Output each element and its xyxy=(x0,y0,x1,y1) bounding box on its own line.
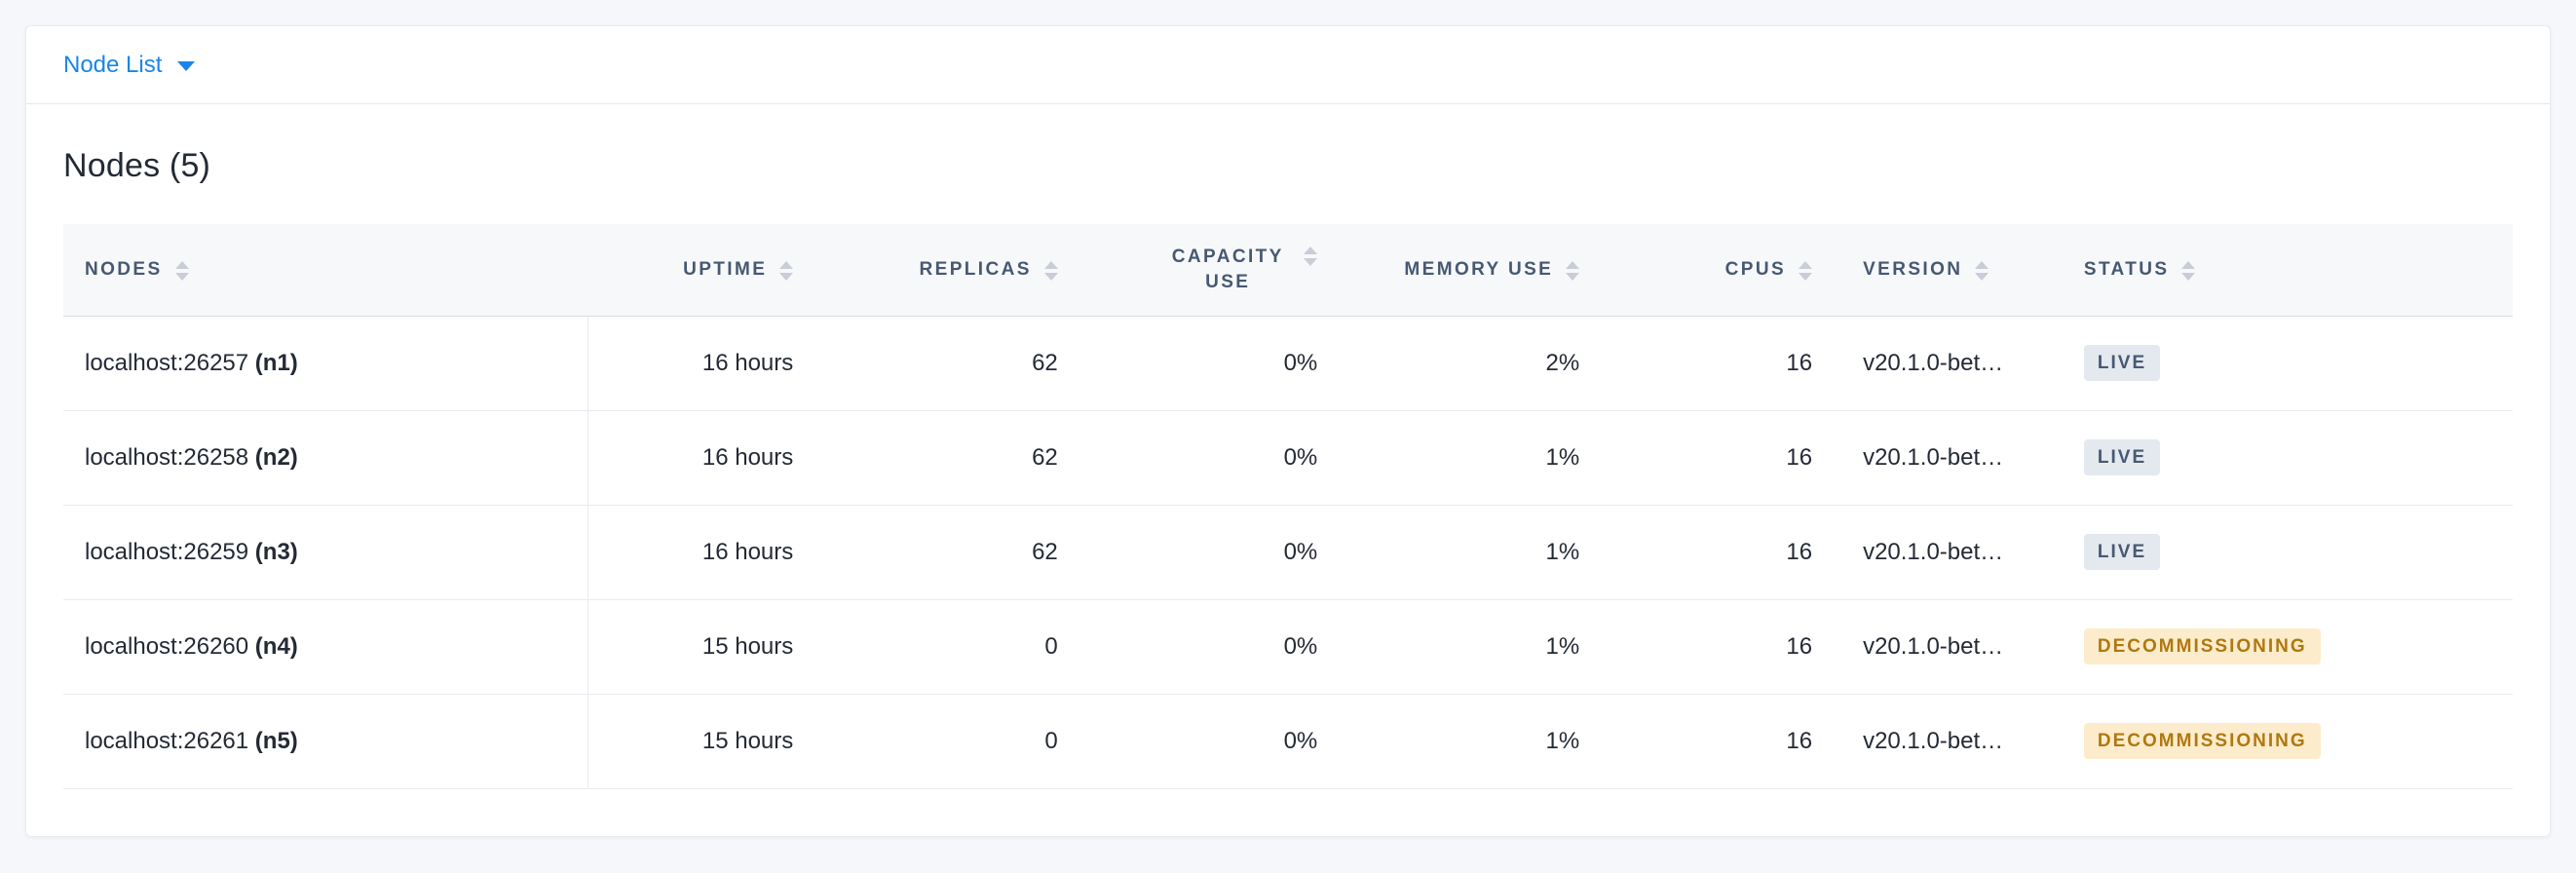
column-label-version: VERSION xyxy=(1863,258,1963,280)
node-address: localhost:26258 xyxy=(85,443,255,471)
version-cell: v20.1.0-bet… xyxy=(1832,694,2065,789)
column-header-memory-use[interactable]: MEMORY USE xyxy=(1337,224,1600,317)
capacity-use-cell: 0% xyxy=(1077,316,1338,411)
column-header-replicas[interactable]: REPLICAS xyxy=(813,224,1078,317)
node-address: localhost:26259 xyxy=(85,538,255,565)
replicas-cell: 62 xyxy=(813,316,1078,411)
node-row: localhost:26261 (n5) 15 hours 0 0% 1% 16 v20.1… xyxy=(63,694,2513,789)
uptime-cell: 15 hours xyxy=(587,599,814,695)
column-label-uptime: UPTIME xyxy=(683,258,768,280)
page: Node List Nodes (5) NODES UPTIME REPLICAS C… xyxy=(25,25,2551,837)
replicas-cell: 62 xyxy=(813,410,1078,506)
page-header: Node List xyxy=(26,26,2550,104)
sort-arrows-icon[interactable] xyxy=(1043,260,1058,281)
node-row: localhost:26260 (n4) 15 hours 0 0% 1% 16 v20.1… xyxy=(63,599,2513,695)
column-header-capacity-use[interactable]: CAPACITY USE xyxy=(1077,224,1338,317)
replicas-cell: 0 xyxy=(813,599,1078,695)
node-address: localhost:26260 xyxy=(85,632,255,660)
status-cell: LIVE xyxy=(2064,410,2513,506)
nodes-table: NODES UPTIME REPLICAS CAPACITY USE MEMORY US… xyxy=(63,224,2513,789)
memory-use-cell: 1% xyxy=(1337,694,1600,789)
node-id: (n5) xyxy=(254,727,298,754)
node-id: (n2) xyxy=(254,443,298,471)
node-address-cell: localhost:26259 (n3) xyxy=(63,505,588,600)
node-address-cell: localhost:26261 (n5) xyxy=(63,694,588,789)
cpus-cell: 16 xyxy=(1599,505,1833,600)
capacity-use-cell: 0% xyxy=(1077,599,1338,695)
memory-use-cell: 1% xyxy=(1337,505,1600,600)
node-row: localhost:26259 (n3) 16 hours 62 0% 1% 16 v20.… xyxy=(63,505,2513,600)
status-badge: LIVE xyxy=(2083,534,2161,570)
uptime-cell: 16 hours xyxy=(587,505,814,600)
status-cell: LIVE xyxy=(2064,316,2513,411)
replicas-cell: 62 xyxy=(813,505,1078,600)
column-header-status[interactable]: STATUS xyxy=(2064,224,2513,317)
node-row: localhost:26258 (n2) 16 hours 62 0% 1% 16 v20.… xyxy=(63,410,2513,506)
node-address: localhost:26261 xyxy=(85,727,255,754)
status-badge: LIVE xyxy=(2083,439,2161,475)
nodes-table-body: localhost:26257 (n1) 16 hours 62 0% 2% 16 v20.… xyxy=(63,316,2513,789)
status-badge: LIVE xyxy=(2083,345,2161,381)
sort-arrows-icon[interactable] xyxy=(1566,260,1580,281)
uptime-cell: 15 hours xyxy=(587,694,814,789)
section-title: Nodes (5) xyxy=(63,147,211,184)
status-badge: DECOMMISSIONING xyxy=(2083,723,2321,759)
version-cell: v20.1.0-bet… xyxy=(1832,505,2065,600)
dropdown-label: Node List xyxy=(63,51,163,78)
cpus-cell: 16 xyxy=(1599,410,1833,506)
cpus-cell: 16 xyxy=(1599,316,1833,411)
column-label-cpus: CPUS xyxy=(1724,258,1787,280)
sort-arrows-icon[interactable] xyxy=(1304,247,1318,267)
node-address-cell: localhost:26257 (n1) xyxy=(63,316,588,411)
chevron-down-icon xyxy=(177,61,196,71)
sort-arrows-icon[interactable] xyxy=(174,260,189,281)
version-cell: v20.1.0-bet… xyxy=(1832,316,2065,411)
node-id: (n3) xyxy=(254,538,298,565)
capacity-use-cell: 0% xyxy=(1077,694,1338,789)
nodes-table-head-row: NODES UPTIME REPLICAS CAPACITY USE MEMORY US… xyxy=(63,224,2513,317)
column-header-nodes[interactable]: NODES xyxy=(63,224,587,317)
memory-use-cell: 2% xyxy=(1337,316,1600,411)
column-label-replicas: REPLICAS xyxy=(919,258,1032,280)
memory-use-cell: 1% xyxy=(1337,410,1600,506)
capacity-use-cell: 0% xyxy=(1077,505,1338,600)
status-cell: DECOMMISSIONING xyxy=(2064,599,2513,695)
version-cell: v20.1.0-bet… xyxy=(1832,410,2065,506)
sort-arrows-icon[interactable] xyxy=(1975,260,1989,281)
node-address-cell: localhost:26258 (n2) xyxy=(63,410,588,506)
sort-arrows-icon[interactable] xyxy=(779,260,794,281)
version-cell: v20.1.0-bet… xyxy=(1832,599,2065,695)
sort-arrows-icon[interactable] xyxy=(2181,260,2196,281)
column-label-nodes: NODES xyxy=(85,258,163,280)
column-label-memory-use: MEMORY USE xyxy=(1404,258,1554,280)
memory-use-cell: 1% xyxy=(1337,599,1600,695)
node-list-dropdown[interactable]: Node List xyxy=(63,51,196,79)
node-id: (n4) xyxy=(254,632,298,660)
column-header-uptime[interactable]: UPTIME xyxy=(587,224,814,317)
cpus-cell: 16 xyxy=(1599,599,1833,695)
column-label-capacity-use: CAPACITY USE xyxy=(1171,247,1284,292)
node-row: localhost:26257 (n1) 16 hours 62 0% 2% 16 v20.… xyxy=(63,316,2513,411)
node-list-panel: Node List Nodes (5) NODES UPTIME REPLICAS C… xyxy=(25,25,2551,837)
column-header-cpus[interactable]: CPUS xyxy=(1599,224,1833,317)
status-cell: LIVE xyxy=(2064,505,2513,600)
status-badge: DECOMMISSIONING xyxy=(2083,628,2321,664)
uptime-cell: 16 hours xyxy=(587,316,814,411)
cpus-cell: 16 xyxy=(1599,694,1833,789)
node-id: (n1) xyxy=(254,349,298,376)
column-label-status: STATUS xyxy=(2083,258,2170,280)
status-cell: DECOMMISSIONING xyxy=(2064,694,2513,789)
replicas-cell: 0 xyxy=(813,694,1078,789)
node-address-cell: localhost:26260 (n4) xyxy=(63,599,588,695)
panel-body: Nodes (5) NODES UPTIME REPLICAS CAPACITY US… xyxy=(26,147,2550,836)
node-address: localhost:26257 xyxy=(85,349,255,376)
sort-arrows-icon[interactable] xyxy=(1799,260,1813,281)
uptime-cell: 16 hours xyxy=(587,410,814,506)
column-header-version[interactable]: VERSION xyxy=(1832,224,2065,317)
capacity-use-cell: 0% xyxy=(1077,410,1338,506)
